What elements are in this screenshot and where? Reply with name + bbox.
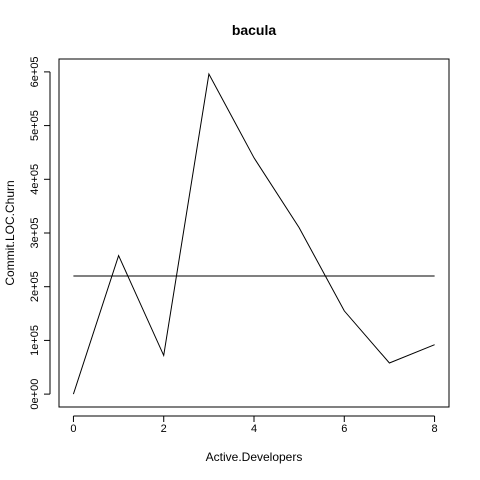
plot-frame [58, 58, 450, 408]
chart-title: bacula [232, 22, 277, 38]
y-tick-label: 3e+05 [29, 218, 41, 249]
x-tick-label: 4 [251, 423, 257, 435]
x-tick-label: 2 [161, 423, 167, 435]
y-axis: 0e+00 1e+05 2e+05 3e+05 4e+05 5e+05 6e+05 [29, 56, 51, 410]
y-axis-label: Commit.LOC.Churn [3, 180, 17, 285]
y-tick-label: 0e+00 [29, 379, 41, 410]
x-axis: 0 2 4 6 8 [70, 415, 438, 435]
y-tick-label: 1e+05 [29, 325, 41, 356]
x-tick-label: 0 [70, 423, 76, 435]
x-tick-label: 6 [341, 423, 347, 435]
y-tick-label: 4e+05 [29, 164, 41, 195]
y-tick-label: 6e+05 [29, 56, 41, 87]
x-tick-label: 8 [431, 423, 437, 435]
y-tick-label: 2e+05 [29, 271, 41, 302]
y-tick-label: 5e+05 [29, 110, 41, 141]
series-layer [72, 72, 435, 395]
series-line-1 [72, 72, 435, 395]
x-axis-label: Active.Developers [206, 450, 303, 464]
